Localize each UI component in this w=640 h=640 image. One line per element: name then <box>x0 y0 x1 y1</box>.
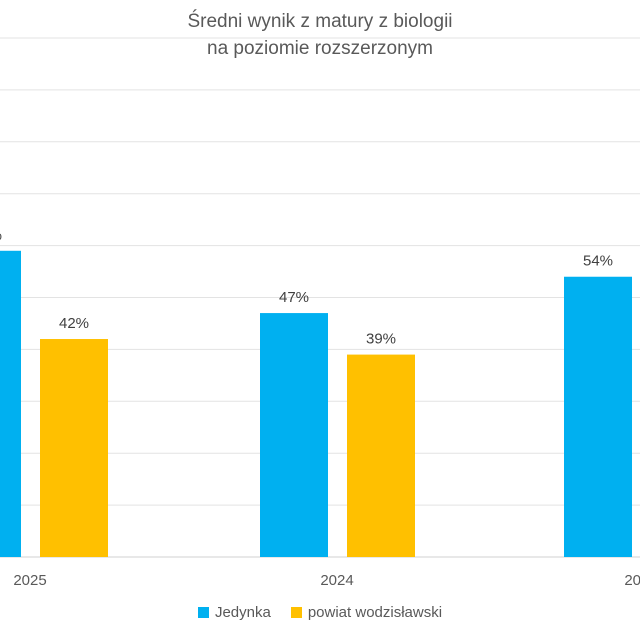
legend: Jedynka powiat wodzisławski <box>0 604 640 621</box>
legend-item-jedynka: Jedynka <box>197 604 271 621</box>
bar-jedynka-2024 <box>260 313 328 557</box>
legend-label-jedynka: Jedynka <box>214 604 271 621</box>
data-label-jedynka-2024: 47% <box>279 289 309 306</box>
chart-title: Średni wynik z matury z biologii na pozi… <box>0 8 640 62</box>
bar-jedynka-2025 <box>0 250 21 558</box>
chart-title-line2: na poziomie rozszerzonym <box>207 38 433 59</box>
chart-title-line1: Średni wynik z matury z biologii <box>187 11 453 32</box>
legend-label-powiat: powiat wodzisławski <box>307 604 443 621</box>
legend-swatch-powiat <box>290 607 302 618</box>
x-tick-label-2025: 2025 <box>13 572 46 589</box>
bar-powiat-2024 <box>347 354 415 557</box>
x-tick-label-2023: 2023 <box>624 572 640 589</box>
legend-item-powiat: powiat wodzisławski <box>290 604 443 621</box>
legend-swatch-jedynka <box>197 607 209 618</box>
data-label-powiat-2025: 42% <box>59 315 89 332</box>
data-label-jedynka-2025: 59% <box>0 227 2 244</box>
bar-jedynka-2023 <box>564 276 632 557</box>
x-tick-label-2024: 2024 <box>320 572 353 589</box>
data-label-jedynka-2023: 54% <box>583 253 613 270</box>
bar-powiat-2025 <box>40 339 108 557</box>
data-label-powiat-2024: 39% <box>366 331 396 348</box>
